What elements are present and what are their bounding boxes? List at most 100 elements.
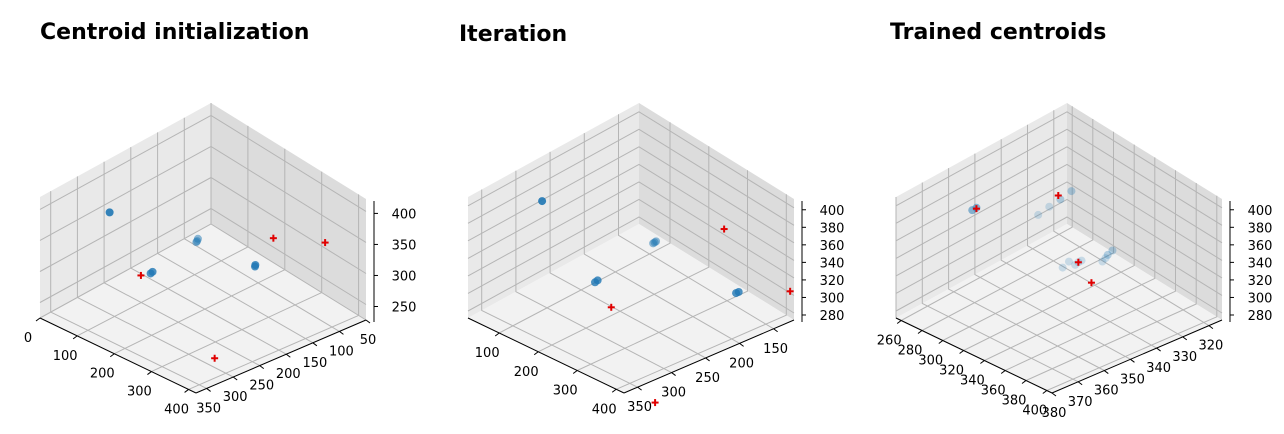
y-tick-label: 370 (1068, 395, 1093, 410)
z-tick-label: 250 (392, 300, 417, 315)
centroid-marker (211, 354, 219, 362)
data-point (1108, 246, 1117, 255)
y-tick-label: 320 (1199, 339, 1224, 354)
y-tick-label: 150 (302, 356, 327, 371)
y-tick-label: 300 (661, 386, 686, 401)
y-axis-line (623, 319, 795, 394)
x-tick-label: 320 (939, 364, 964, 379)
centroid-marker (720, 225, 728, 233)
grid-lines (467, 111, 795, 390)
z-tick-label: 320 (820, 274, 845, 289)
z-tick-label: 340 (820, 256, 845, 271)
data-point (1101, 254, 1110, 263)
y-tick-label: 360 (1094, 384, 1119, 399)
y-axis-line (195, 319, 367, 394)
centroid-marker (1074, 258, 1082, 266)
x-tick-label: 300 (918, 354, 943, 369)
z-tick-label: 300 (820, 291, 845, 306)
y-tick-label: 250 (249, 379, 274, 394)
chart-title: Trained centroids (890, 20, 1107, 45)
y-tick-label: 350 (627, 400, 652, 415)
x-tick-label: 100 (53, 349, 78, 364)
chart-3-plot: 2602803003203403603804003203303403503603… (877, 103, 1273, 421)
y-tick-label: 350 (1120, 372, 1145, 387)
data-point (649, 239, 658, 248)
grid-lines (895, 106, 1223, 394)
x-tick-label: 300 (127, 385, 152, 400)
z-tick-label: 380 (1248, 221, 1273, 236)
z-tick-label: 400 (1248, 204, 1273, 219)
right-pane (1067, 103, 1222, 320)
z-tick-label: 360 (1248, 239, 1273, 254)
y-tick-label: 350 (196, 401, 221, 416)
x-tick-label: 300 (553, 384, 578, 399)
y-tick-label: 330 (1172, 350, 1197, 365)
y-tick-label: 200 (729, 356, 754, 371)
z-tick-label: 340 (1248, 256, 1273, 271)
x-tick-label: 380 (1002, 394, 1027, 409)
y-tick-label: 200 (276, 367, 301, 382)
centroid-marker (972, 205, 980, 213)
centroid-marker (607, 303, 615, 311)
x-tick-label: 400 (164, 402, 189, 417)
grid-lines (39, 103, 367, 390)
chart-panel-3: Trained centroids 260 280 300 320 340 360 380 4… (856, 0, 1284, 434)
data-point (1034, 210, 1043, 219)
floor-pane (468, 224, 794, 393)
left-pane (468, 103, 639, 318)
centroid-marker (1087, 279, 1095, 287)
z-tick-label: 300 (1248, 291, 1273, 306)
data-point (968, 206, 977, 215)
centroid-marker (137, 271, 145, 279)
data-point (1064, 257, 1073, 266)
floor-pane (896, 224, 1222, 393)
x-axis-line (467, 317, 625, 394)
z-tick-label: 280 (820, 309, 845, 324)
x-axis-line (39, 317, 197, 394)
chart-title: Centroid initialization (40, 20, 310, 45)
right-pane (211, 103, 366, 320)
x-tick-label: 280 (898, 344, 923, 359)
chart-2-plot: 100 200 300 400 150 200 250 300 350 280 300 320 340 3… (467, 103, 845, 417)
centroid-marker (1054, 191, 1062, 199)
y-tick-label: 250 (695, 371, 720, 386)
x-tick-label: 360 (981, 384, 1006, 399)
z-tick-label: 380 (820, 221, 845, 236)
data-point (1058, 263, 1067, 272)
centroid-marker (321, 239, 329, 247)
data-point (1045, 202, 1054, 211)
data-point (251, 262, 260, 271)
right-pane (639, 103, 794, 320)
data-point (591, 278, 600, 287)
z-tick-label: 280 (1248, 309, 1273, 324)
y-tick-label: 50 (360, 333, 377, 348)
y-tick-label: 150 (763, 342, 788, 357)
data-point (192, 238, 201, 247)
x-tick-label: 400 (1022, 404, 1047, 419)
y-tick-label: 300 (223, 390, 248, 405)
z-tick-label: 320 (1248, 274, 1273, 289)
x-tick-label: 100 (475, 346, 500, 361)
chart-panel-1: Centroid initialization 0 100 200 300 400 50 1… (0, 0, 428, 434)
chart-panel-2: Iteration 100 200 300 400 150 200 250 300 350 280… (428, 0, 856, 434)
chart-1-plot: 0100200300400501001502002503003502503003… (24, 103, 417, 417)
y-tick-label: 380 (1042, 406, 1067, 421)
x-tick-label: 0 (24, 331, 32, 346)
z-tick-label: 300 (392, 269, 417, 284)
y-tick-label: 340 (1146, 361, 1171, 376)
x-tick-label: 200 (90, 367, 115, 382)
y-axis-line (1051, 319, 1223, 394)
x-tick-label: 260 (877, 334, 902, 349)
data-point (1067, 187, 1076, 196)
data-point (146, 269, 155, 278)
y-tick-label: 100 (329, 344, 354, 359)
data-point (732, 289, 741, 298)
x-tick-label: 200 (514, 365, 539, 380)
centroid-marker (269, 234, 277, 242)
data-point (1098, 257, 1107, 266)
data-point (538, 197, 547, 206)
x-tick-label: 400 (592, 402, 617, 417)
centroid-marker (651, 399, 659, 407)
left-pane (40, 103, 211, 318)
left-pane (896, 103, 1067, 318)
